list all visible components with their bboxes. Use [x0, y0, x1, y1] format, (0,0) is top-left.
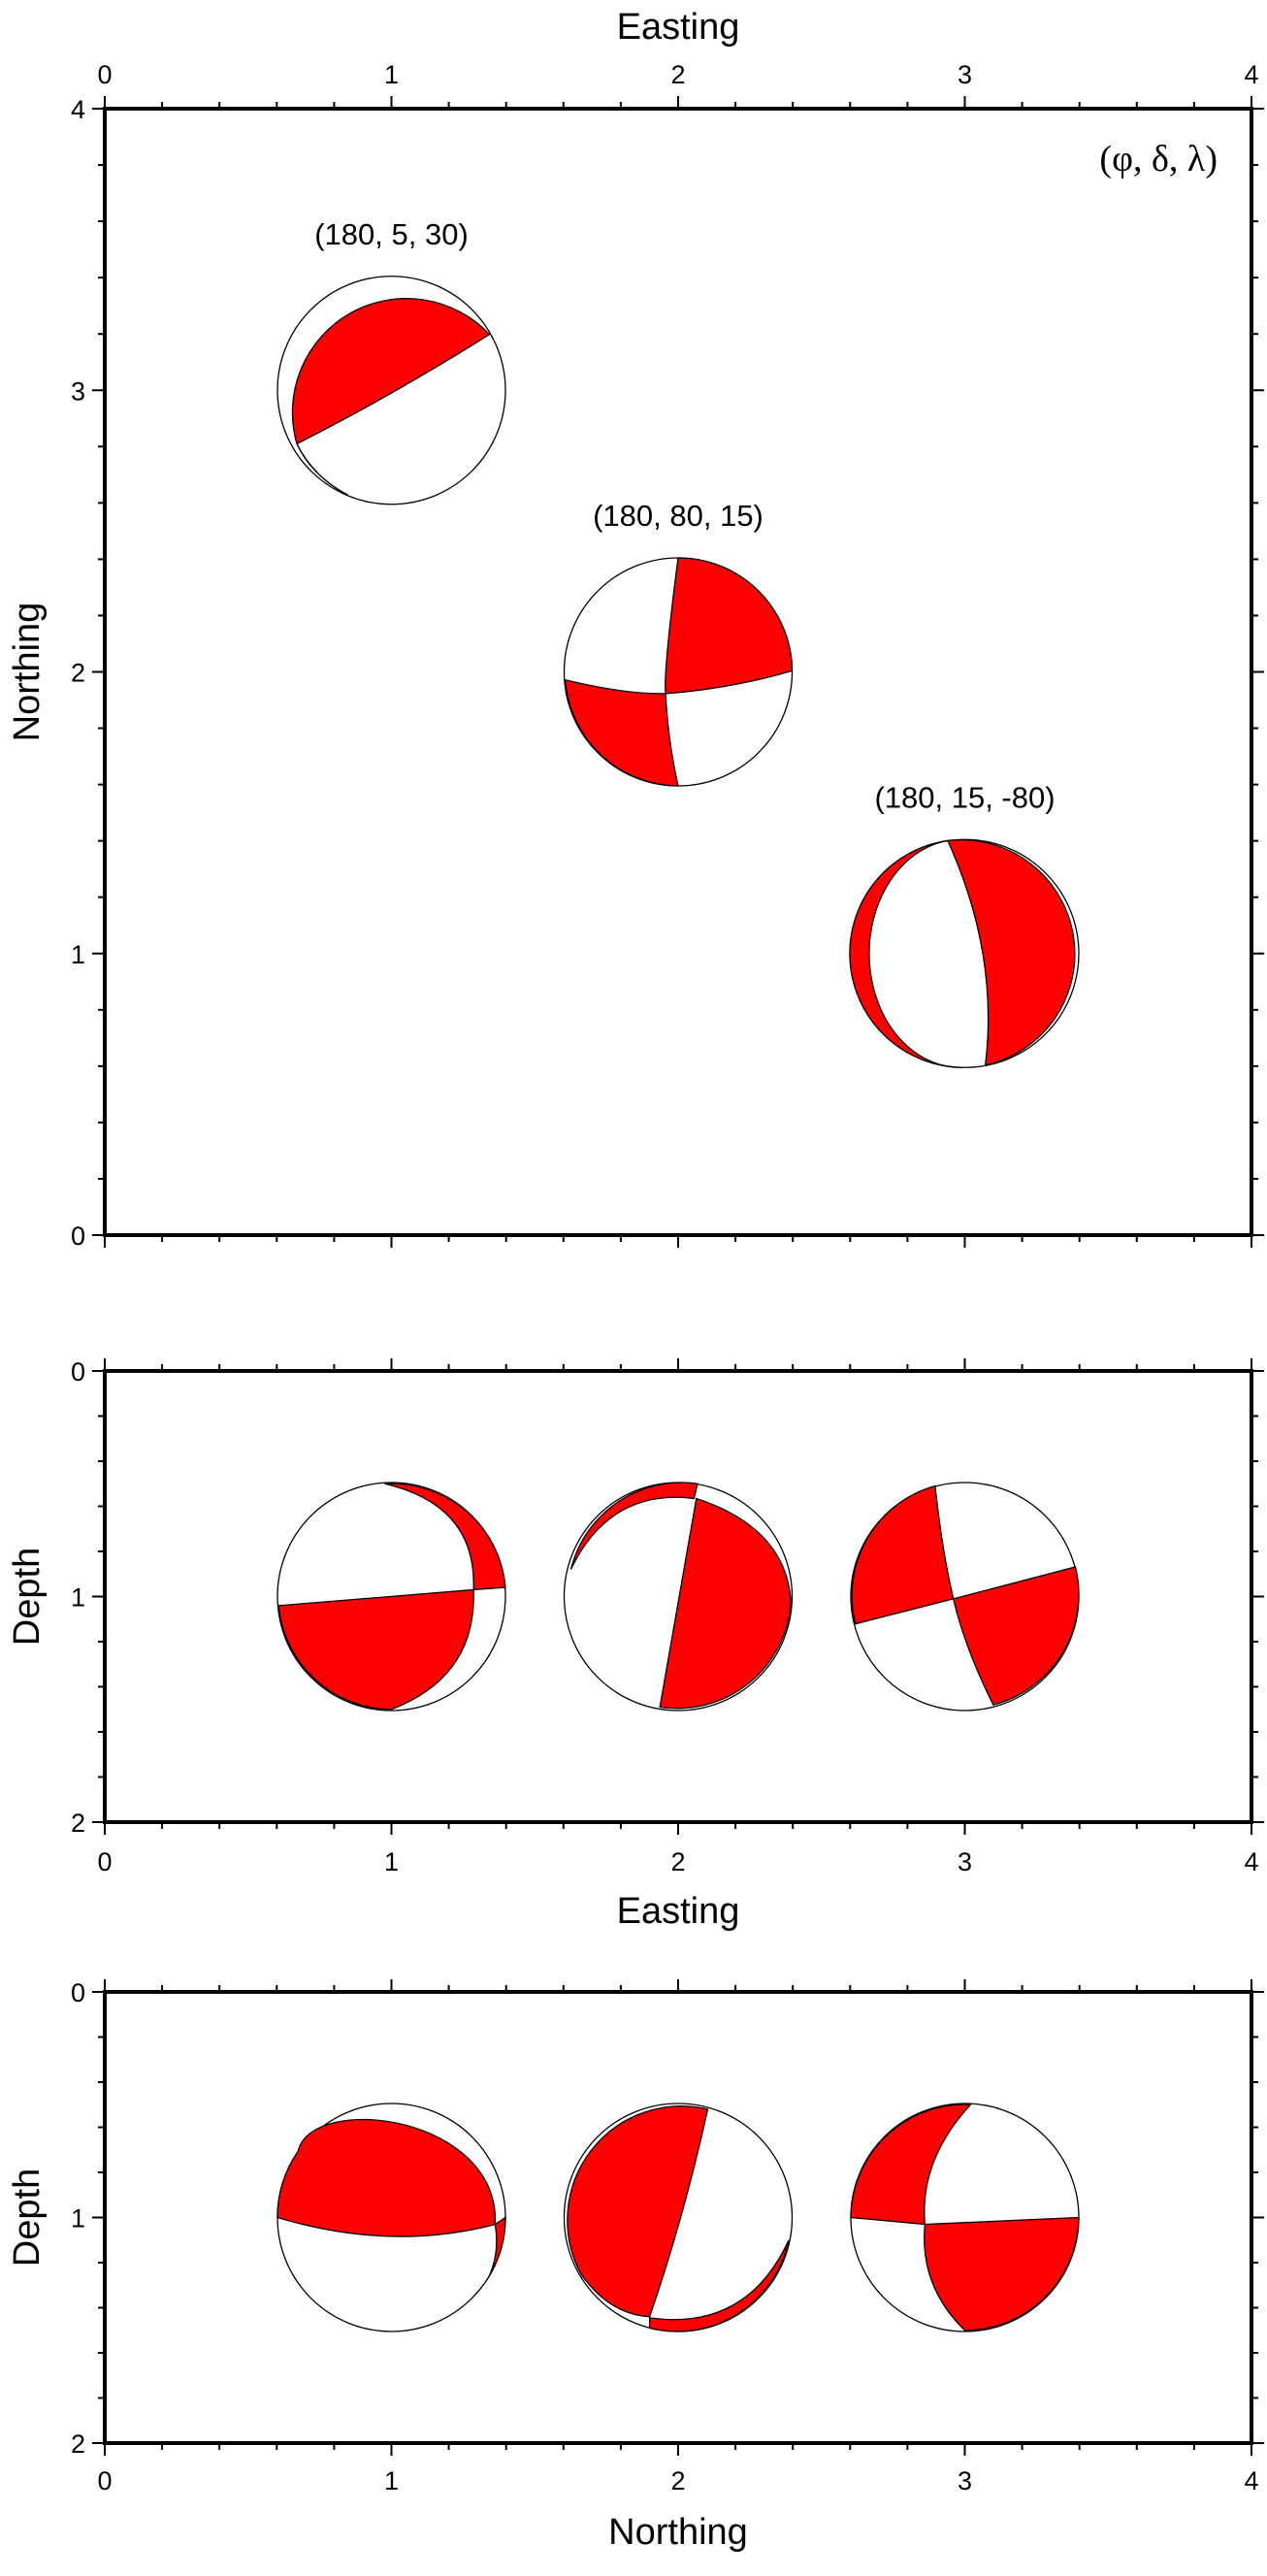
x-tick-label: 3 — [958, 1847, 972, 1876]
compressional-quadrant — [384, 1484, 505, 1590]
easting-depth-section-panel: 0 1 2 3 4 0 1 2 Easting Depth — [7, 1357, 1264, 1932]
x-axis-title: Easting — [617, 7, 740, 48]
x-tick-label: 3 — [958, 60, 972, 89]
plot-frame — [103, 1369, 1253, 1824]
y-axis-title: Depth — [7, 2168, 48, 2266]
compressional-quadrant — [660, 1498, 791, 1708]
x-tick-label: 4 — [1244, 1847, 1258, 1876]
x-tick-label: 4 — [1244, 2466, 1258, 2495]
y-tick-label: 2 — [71, 2429, 85, 2459]
y-tick-label: 0 — [71, 1357, 85, 1386]
compressional-quadrant — [954, 1567, 1079, 1705]
mechanism-label: (180, 15, -80) — [874, 780, 1055, 814]
x-tick-label: 3 — [958, 2466, 972, 2495]
y-tick-label: 1 — [71, 1583, 85, 1613]
compressional-quadrant — [297, 443, 348, 495]
beachball-mechanism-1 — [277, 1483, 505, 1711]
x-axis-title: Easting — [617, 1891, 740, 1932]
northing-depth-section-panel: 0 1 2 3 4 0 1 2 Northing Depth — [7, 1978, 1264, 2553]
compressional-quadrant — [490, 2218, 505, 2276]
mechanism-label: (180, 80, 15) — [593, 499, 763, 533]
y-axis-title: Depth — [7, 1548, 48, 1646]
beachball-mechanism-1 — [851, 2103, 1079, 2331]
x-tick-label: 1 — [384, 1847, 399, 1876]
x-axis-title: Northing — [608, 2512, 748, 2553]
x-tick-label: 0 — [97, 2466, 112, 2495]
compressional-quadrant — [650, 2240, 789, 2331]
beachball-mechanism-3 — [850, 839, 1079, 1067]
compressional-quadrant — [278, 1589, 473, 1709]
compressional-quadrant — [852, 1486, 954, 1624]
x-tick-label: 2 — [670, 1847, 685, 1876]
x-tick-label: 0 — [97, 1847, 112, 1876]
y-tick-label: 1 — [71, 2204, 85, 2234]
beachball-mechanism-3 — [277, 2103, 505, 2331]
x-tick-label: 0 — [97, 60, 112, 89]
y-tick-label: 0 — [71, 1978, 85, 2007]
y-tick-label: 1 — [71, 940, 85, 969]
x-tick-label: 2 — [670, 60, 685, 89]
x-tick-label: 1 — [384, 60, 399, 89]
y-tick-label: 2 — [71, 1809, 85, 1838]
compressional-quadrant — [851, 2104, 970, 2225]
compressional-quadrant — [277, 2119, 496, 2236]
x-tick-label: 1 — [384, 2466, 399, 2495]
beachball-mechanism-1 — [277, 277, 505, 505]
y-axis-title: Northing — [7, 603, 48, 742]
compressional-quadrant — [948, 840, 1075, 1065]
beachball-mechanism-2 — [565, 558, 793, 786]
plot-frame — [103, 1990, 1253, 2445]
compressional-quadrant — [571, 1483, 698, 1569]
compressional-quadrant — [850, 840, 962, 1067]
beachball-mechanism-2 — [565, 1483, 793, 1711]
y-tick-label: 3 — [71, 376, 85, 406]
compressional-quadrant — [925, 2218, 1079, 2331]
compressional-quadrant — [566, 680, 678, 786]
beachball-mechanism-3 — [851, 1483, 1079, 1711]
y-tick-label: 0 — [71, 1222, 85, 1251]
mechanism-label: (180, 5, 30) — [314, 217, 469, 251]
beachball-mechanism-2 — [565, 2103, 793, 2331]
x-tick-label: 4 — [1244, 60, 1258, 89]
compressional-quadrant — [666, 558, 793, 694]
compressional-quadrant — [568, 2106, 708, 2317]
compressional-quadrant — [292, 299, 489, 444]
y-tick-label: 4 — [71, 95, 85, 124]
y-tick-label: 2 — [71, 659, 85, 688]
x-tick-label: 2 — [670, 2466, 685, 2495]
plot-frame — [103, 107, 1253, 1237]
legend-label: (φ, δ, λ) — [1099, 139, 1218, 179]
